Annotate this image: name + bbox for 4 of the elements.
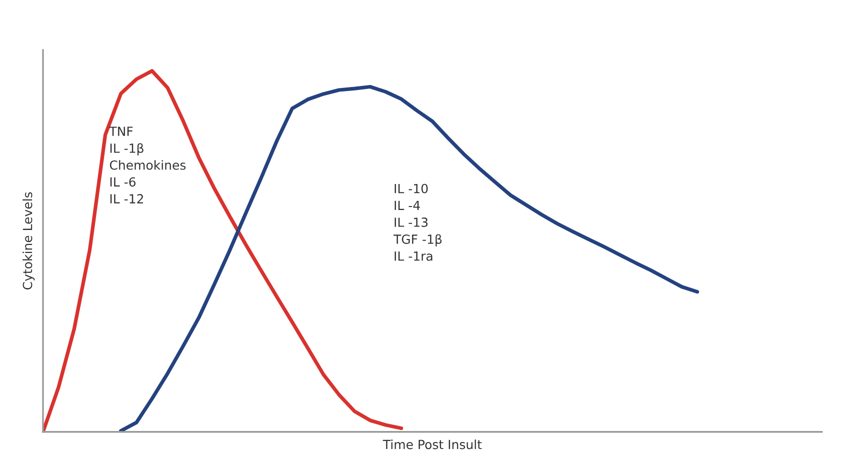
x-axis-title: Time Post Insult [382, 440, 482, 450]
annotation: IL -10 IL -4 IL -13 TGF -1β IL -1ra [393, 184, 442, 261]
y-axis-title: Cytokine Levels [22, 192, 35, 290]
annotation: TNF IL -1β Chemokines IL -6 IL -12 [109, 126, 186, 204]
